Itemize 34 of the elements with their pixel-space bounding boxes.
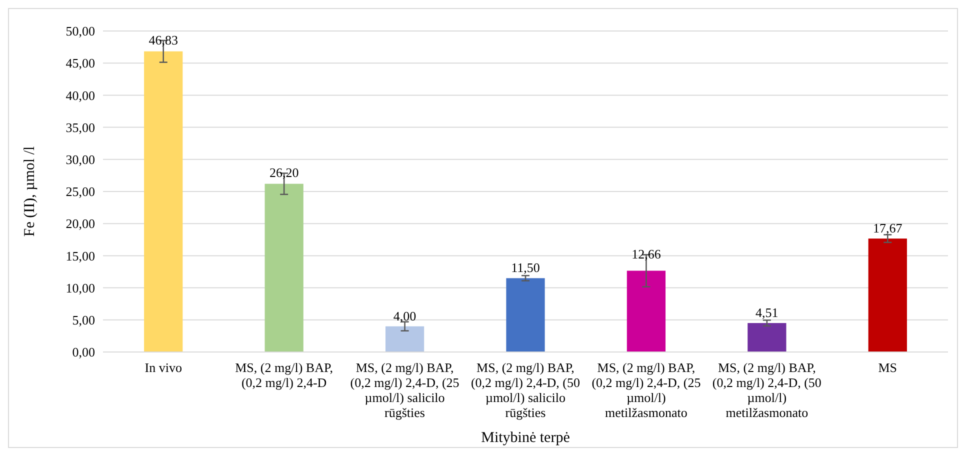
data-label: 46,83	[148, 32, 178, 48]
x-axis-title: Mitybinė terpė	[481, 430, 570, 446]
bar	[264, 184, 304, 352]
x-tick-label: MS	[878, 360, 898, 375]
x-tick-label: MS, (2 mg/l) BAP, (0,2 mg/l) 2,4-D, (50 µmol/l) salicilo rūgšties	[470, 360, 580, 420]
bar	[626, 270, 666, 352]
y-tick-label: 35,00	[66, 120, 95, 135]
y-axis-title: Fe (II), µmol /l	[22, 146, 38, 237]
y-tick-label: 30,00	[66, 152, 95, 167]
y-tick-label: 0,00	[72, 344, 95, 360]
bar	[868, 238, 907, 352]
y-tick-label: 40,00	[66, 88, 95, 103]
y-tick-label: 15,00	[66, 248, 95, 264]
bar	[144, 51, 183, 352]
bar	[748, 323, 786, 352]
x-tick-label: MS, (2 mg/l) BAP, (0,2 mg/l) 2,4-D	[235, 360, 334, 390]
bar	[385, 326, 424, 352]
x-tick-label: In vivo	[144, 360, 182, 375]
x-tick-label: MS, (2 mg/l) BAP, (0,2 mg/l) 2,4-D, (50 µmol/l) metilžasmonato	[712, 360, 822, 420]
x-tick-label: MS, (2 mg/l) BAP, (0,2 mg/l) 2,4-D, (25 µmol/l) metilžasmonato	[592, 360, 701, 420]
y-tick-label: 50,00	[66, 24, 95, 39]
y-tick-label: 10,00	[66, 280, 95, 296]
data-label: 17,67	[873, 220, 903, 236]
bar	[506, 278, 545, 352]
y-tick-label: 45,00	[66, 56, 95, 71]
y-tick-label: 25,00	[66, 184, 95, 200]
x-tick-label: MS, (2 mg/l) BAP, (0,2 mg/l) 2,4-D, (25 µmol/l) salicilo rūgšties	[350, 360, 460, 420]
y-tick-label: 20,00	[66, 216, 95, 232]
data-label: 12,66	[632, 246, 662, 262]
data-label: 4,51	[756, 305, 778, 320]
data-label: 26,20	[269, 165, 299, 180]
data-label: 4,00	[393, 308, 416, 324]
y-tick-label: 5,00	[72, 312, 95, 328]
data-label: 11,50	[511, 260, 540, 276]
